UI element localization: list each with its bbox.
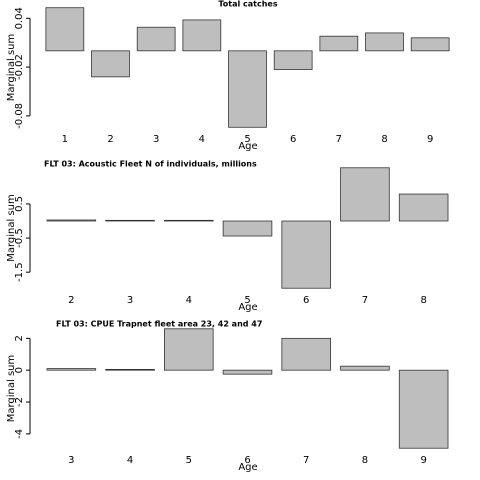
bar [340, 167, 390, 222]
bar [91, 50, 130, 78]
x-axis-label: Age [238, 462, 257, 473]
x-axis-label: Age [238, 141, 257, 152]
bar [164, 328, 214, 371]
bar [281, 220, 331, 289]
y-tick-label: 2 [14, 335, 25, 341]
x-tick-label: 4 [127, 455, 133, 466]
y-tick-label: -0.08 [14, 103, 25, 129]
x-tick-label: 2 [68, 295, 74, 306]
y-tick-label: 0 [14, 367, 25, 373]
y-tick-label: -0.5 [14, 228, 25, 248]
chart-title: FLT 03: CPUE Trapnet fleet area 23, 42 a… [56, 320, 262, 329]
x-tick-label: 1 [62, 134, 68, 145]
y-tick-label: 0.5 [14, 196, 25, 212]
x-tick-label: 5 [244, 295, 250, 306]
x-tick-label: 3 [68, 455, 74, 466]
x-tick-label: 5 [244, 134, 250, 145]
x-tick-label: 7 [362, 295, 368, 306]
bar [164, 219, 214, 222]
x-tick-label: 4 [186, 295, 192, 306]
x-tick-label: 5 [186, 455, 192, 466]
chart-title: FLT 03: Acoustic Fleet N of individuals,… [44, 160, 257, 169]
bar [410, 37, 450, 52]
x-tick-label: 7 [336, 134, 342, 145]
x-tick-label: 4 [199, 134, 205, 145]
y-tick-label: 0.04 [14, 7, 25, 29]
x-tick-label: 8 [420, 295, 426, 306]
bar [45, 7, 85, 52]
x-tick-label: 7 [303, 455, 309, 466]
bar [398, 369, 449, 449]
x-tick-label: 8 [381, 134, 387, 145]
bar [105, 219, 155, 222]
bar [222, 369, 273, 375]
bar [46, 368, 97, 371]
y-tick-label: -0.02 [14, 54, 25, 80]
x-tick-label: 8 [362, 455, 368, 466]
bar [46, 219, 97, 222]
bar [398, 193, 449, 222]
y-tick-label: -1.5 [14, 262, 25, 282]
y-axis-label: Marginal sum [6, 355, 17, 423]
x-tick-label: 3 [127, 295, 133, 306]
x-tick-label: 6 [290, 134, 296, 145]
bar [182, 19, 222, 52]
x-tick-label: 2 [107, 134, 113, 145]
bar [365, 32, 404, 52]
bar [222, 220, 273, 237]
x-tick-label: 3 [153, 134, 159, 145]
chart-title: Total catches [218, 0, 277, 9]
bar [228, 50, 267, 128]
x-tick-label: 6 [244, 455, 250, 466]
bar [319, 35, 359, 52]
x-tick-label: 9 [420, 455, 426, 466]
bar [273, 50, 313, 70]
y-axis-label: Marginal sum [6, 34, 17, 102]
x-axis-label: Age [238, 302, 257, 313]
y-tick-label: -2 [14, 397, 25, 407]
y-axis-label: Marginal sum [6, 194, 17, 262]
bar [281, 337, 331, 371]
bar [136, 26, 176, 52]
x-tick-label: 6 [303, 295, 309, 306]
y-tick-label: -4 [14, 429, 25, 439]
bar [340, 365, 390, 371]
x-tick-label: 9 [427, 134, 433, 145]
bar [105, 368, 155, 371]
